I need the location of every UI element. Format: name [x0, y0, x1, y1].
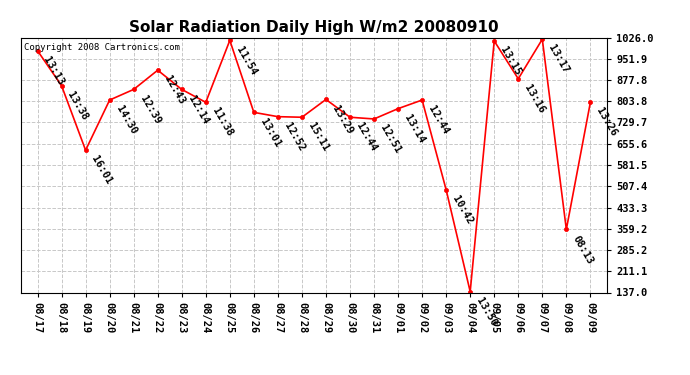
- Text: 13:17: 13:17: [546, 44, 571, 75]
- Text: 13:38: 13:38: [66, 90, 90, 122]
- Text: Copyright 2008 Cartronics.com: Copyright 2008 Cartronics.com: [23, 43, 179, 52]
- Text: 12:51: 12:51: [378, 123, 402, 155]
- Text: 11:54: 11:54: [234, 45, 258, 76]
- Text: 13:29: 13:29: [330, 104, 355, 136]
- Text: 11:38: 11:38: [210, 106, 234, 138]
- Text: 12:14: 12:14: [186, 94, 210, 126]
- Text: 13:50: 13:50: [474, 296, 499, 328]
- Text: 10:42: 10:42: [451, 194, 475, 226]
- Text: 13:14: 13:14: [402, 113, 426, 145]
- Text: 13:26: 13:26: [595, 106, 619, 138]
- Text: 13:16: 13:16: [522, 83, 546, 115]
- Text: 12:52: 12:52: [282, 121, 306, 153]
- Title: Solar Radiation Daily High W/m2 20080910: Solar Radiation Daily High W/m2 20080910: [129, 20, 499, 35]
- Text: 13:15: 13:15: [498, 45, 523, 77]
- Text: 12:44: 12:44: [426, 104, 451, 136]
- Text: 15:11: 15:11: [306, 122, 331, 153]
- Text: 12:39: 12:39: [138, 94, 162, 126]
- Text: 13:01: 13:01: [258, 117, 282, 148]
- Text: 08:13: 08:13: [571, 234, 595, 266]
- Text: 13:13: 13:13: [41, 55, 66, 87]
- Text: 12:44: 12:44: [354, 122, 378, 153]
- Text: 12:43: 12:43: [162, 74, 186, 106]
- Text: 16:01: 16:01: [90, 154, 114, 186]
- Text: 14:30: 14:30: [114, 104, 138, 136]
